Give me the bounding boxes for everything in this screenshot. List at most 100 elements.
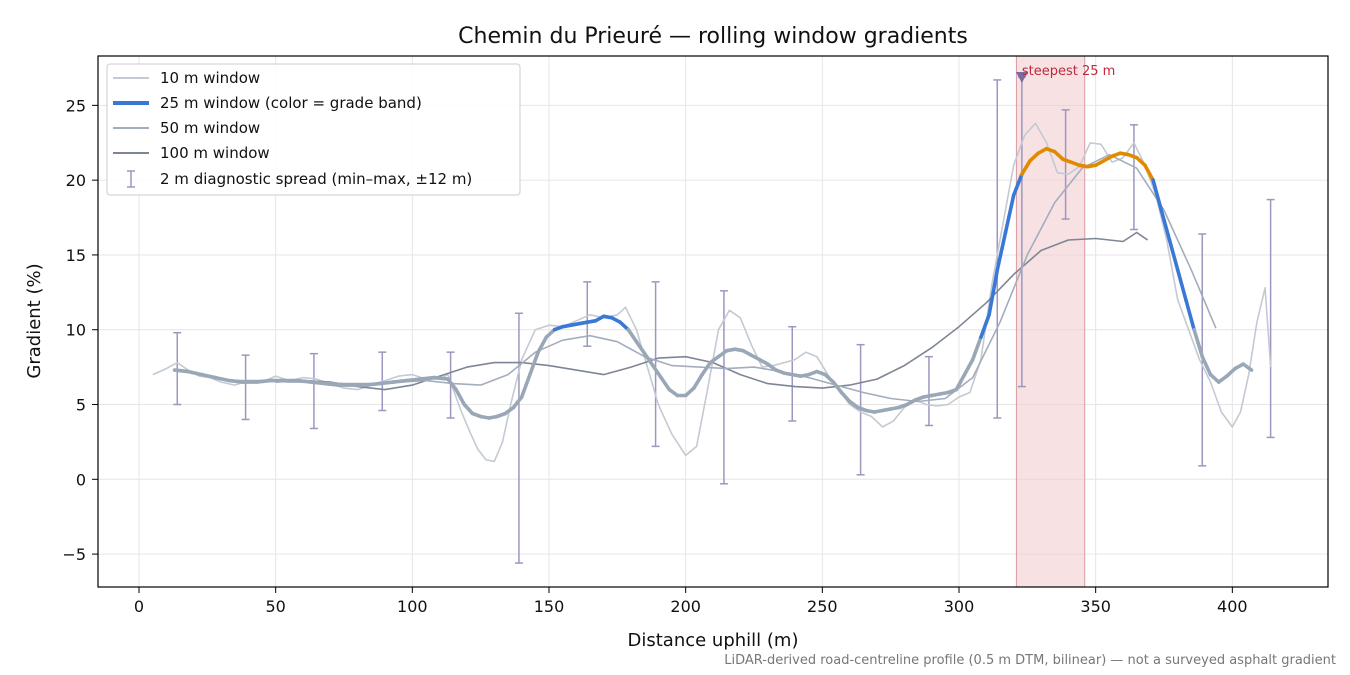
series-25m-segment	[432, 375, 450, 381]
series-25m-segment	[823, 372, 836, 384]
series-25m-segment	[462, 402, 475, 416]
y-tick-label: 5	[76, 396, 86, 415]
series-25m-segment	[1208, 372, 1221, 384]
legend-label-errorbar: 2 m diagnostic spread (min–max, ±12 m)	[160, 170, 472, 188]
x-axis-label: Distance uphill (m)	[628, 630, 799, 651]
x-tick-label: 200	[670, 597, 701, 616]
series-25m-segment	[1143, 163, 1155, 182]
y-tick-label: 0	[76, 470, 86, 489]
y-axis-label: Gradient (%)	[24, 263, 45, 378]
series-25m-segment	[391, 378, 409, 384]
series-25m-segment	[987, 268, 1000, 317]
x-tick-label: 350	[1080, 597, 1111, 616]
x-tick-label: 150	[534, 597, 565, 616]
series-25m-segment	[528, 350, 540, 377]
series-25m-segment	[1175, 268, 1188, 302]
steepest-label: steepest 25 m	[1022, 64, 1115, 79]
errorbar	[651, 281, 660, 448]
series-25m-segment	[995, 230, 1008, 272]
series-25m-segment	[418, 375, 437, 381]
series-25m-segment	[1200, 354, 1213, 377]
y-tick-label: −5	[62, 545, 86, 564]
series-lines	[152, 122, 1272, 463]
series-25m-segment	[213, 375, 231, 383]
x-tick-label: 50	[265, 597, 285, 616]
series-25m-segment	[454, 387, 467, 407]
plot-frame	[97, 55, 1329, 588]
series-25m-segment	[1225, 366, 1237, 378]
series-25m-segment	[700, 360, 713, 377]
y-tick-label: 20	[66, 171, 86, 190]
legend-frame	[106, 63, 521, 196]
errorbar	[924, 355, 933, 427]
axis-ticks: 0 50 100 150 200 250 300 350 400 −5 0 5 10 15 20 25	[62, 96, 1247, 616]
series-25m-segment	[1052, 149, 1065, 161]
series-25m-segment	[1192, 327, 1205, 359]
series-25m-segment	[1011, 172, 1024, 197]
series-25m-segment	[642, 351, 655, 368]
legend-label-10m: 10 m window	[160, 69, 260, 87]
errorbar	[1198, 233, 1207, 467]
series-25m-segment	[1159, 208, 1172, 242]
series-25m-segment	[831, 380, 844, 395]
series-25m-segment	[954, 372, 967, 392]
series-25m-segment	[1020, 158, 1032, 176]
footnote: LiDAR-derived road-centreline profile (0…	[724, 653, 1336, 668]
series-25m-segment	[839, 390, 852, 404]
series-25m-segment	[254, 378, 273, 384]
series-25m-segment	[1167, 238, 1180, 272]
series-25m-segment	[618, 320, 631, 332]
x-tick-label: 400	[1217, 597, 1248, 616]
series-25m-segment	[377, 380, 396, 386]
errorbar	[1061, 109, 1070, 220]
series-25m-segment	[1184, 297, 1196, 332]
legend-label-50m: 50 m window	[160, 119, 260, 137]
series-25m-segment	[683, 386, 696, 398]
steepest-band	[1015, 56, 1086, 587]
series-25m-segment	[979, 312, 991, 340]
series-25m-segment	[692, 372, 704, 390]
chart-title: Chemin du Prieuré — rolling window gradi…	[458, 24, 968, 49]
y-tick-label: 10	[66, 321, 86, 340]
series-25m-segment	[405, 377, 423, 383]
series-25m-segment	[200, 372, 218, 380]
errorbar	[1266, 198, 1275, 439]
series-25m-segment	[511, 395, 524, 410]
series-25m-segment	[1003, 193, 1016, 235]
series-25m-segment	[962, 357, 975, 377]
series-25m-segment	[1151, 178, 1164, 212]
steepest-window-highlight	[1015, 56, 1086, 587]
series-25m-segment	[446, 377, 458, 392]
errorbar	[514, 312, 523, 564]
series-25m-segment	[970, 335, 983, 362]
series-25m-segment	[364, 381, 382, 387]
legend-label-25m: 25 m window (color = grade band)	[160, 94, 422, 112]
errorbar	[309, 352, 318, 430]
legend: 10 m window 25 m window (color = grade b…	[106, 63, 521, 196]
steepest-marker-triangle	[1015, 71, 1028, 83]
errorbar	[241, 354, 250, 421]
series-25m-segment	[626, 327, 639, 344]
errorbar	[719, 290, 728, 485]
series-25m-segment	[544, 327, 557, 340]
legend-label-100m: 100 m window	[160, 144, 270, 162]
series-25m-segment	[295, 378, 314, 384]
series-25m-segment	[172, 368, 190, 374]
x-tick-label: 300	[944, 597, 975, 616]
x-tick-label: 0	[134, 597, 144, 616]
series-25m-segment	[1241, 362, 1254, 372]
series-25m-segment	[227, 378, 245, 384]
series-25m-segment	[519, 372, 532, 399]
series-25m-segment	[659, 375, 672, 392]
series-25m-segment	[309, 380, 327, 386]
series-25m-segment	[536, 335, 549, 355]
series-25m-segment	[323, 381, 341, 387]
y-tick-label: 25	[66, 96, 86, 115]
series-25m-segment	[1134, 155, 1147, 167]
errorbar	[993, 79, 1002, 419]
x-tick-label: 250	[807, 597, 838, 616]
series-25m-segment	[1028, 151, 1041, 163]
series-25m-segment	[651, 363, 663, 380]
x-tick-label: 100	[397, 597, 428, 616]
